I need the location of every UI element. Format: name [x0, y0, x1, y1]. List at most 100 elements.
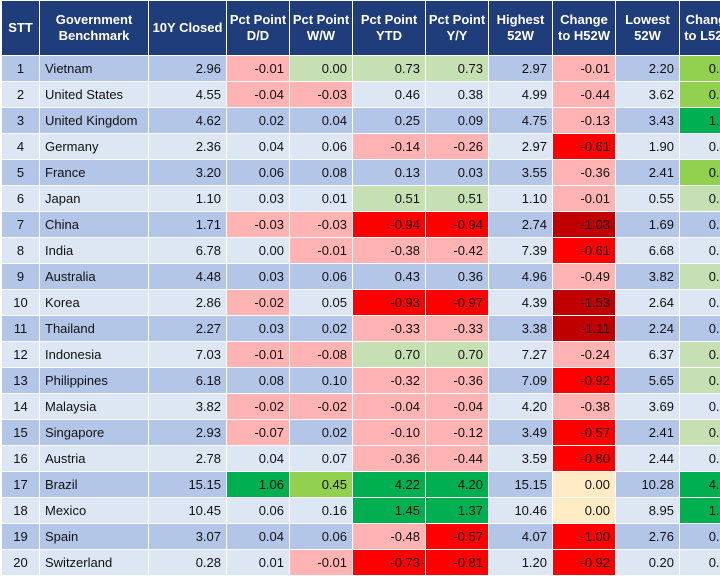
pct-dd-cell: -0.01: [226, 341, 290, 368]
pct-ytd-cell: 0.73: [352, 55, 426, 82]
header-pct-dd: Pct Point D/D: [226, 0, 290, 56]
benchmark-cell: Malaysia: [39, 393, 149, 420]
stt-cell: 16: [1, 445, 40, 472]
pct-ytd-cell: -0.48: [352, 523, 426, 550]
change-l52w-cell: 0.77: [679, 55, 720, 82]
highest-52w-cell: 4.07: [488, 523, 553, 550]
lowest-52w-cell: 3.62: [615, 81, 680, 108]
change-h52w-cell: -0.92: [552, 549, 616, 576]
change-h52w-cell: 0.00: [552, 497, 616, 524]
stt-cell: 10: [1, 289, 40, 316]
pct-ytd-cell: -0.14: [352, 133, 426, 160]
header-row: STT Government Benchmark 10Y Closed Pct …: [1, 0, 720, 56]
pct-ytd-cell: -0.32: [352, 367, 426, 394]
pct-yy-cell: -0.04: [425, 393, 489, 420]
closed-cell: 0.28: [148, 549, 227, 576]
stt-cell: 11: [1, 315, 40, 342]
closed-cell: 3.07: [148, 523, 227, 550]
benchmark-cell: Austria: [39, 445, 149, 472]
lowest-52w-cell: 3.69: [615, 393, 680, 420]
stt-cell: 15: [1, 419, 40, 446]
pct-dd-cell: 0.08: [226, 367, 290, 394]
pct-yy-cell: 1.37: [425, 497, 489, 524]
closed-cell: 6.18: [148, 367, 227, 394]
pct-ytd-cell: -0.73: [352, 549, 426, 576]
change-l52w-cell: 0.02: [679, 211, 720, 238]
stt-cell: 1: [1, 55, 40, 82]
benchmark-cell: Singapore: [39, 419, 149, 446]
pct-yy-cell: -0.97: [425, 289, 489, 316]
highest-52w-cell: 2.97: [488, 133, 553, 160]
highest-52w-cell: 7.27: [488, 341, 553, 368]
benchmark-cell: Mexico: [39, 497, 149, 524]
benchmark-cell: France: [39, 159, 149, 186]
pct-dd-cell: -0.04: [226, 81, 290, 108]
highest-52w-cell: 10.46: [488, 497, 553, 524]
pct-dd-cell: -0.02: [226, 393, 290, 420]
stt-cell: 14: [1, 393, 40, 420]
closed-cell: 7.03: [148, 341, 227, 368]
lowest-52w-cell: 10.28: [615, 471, 680, 498]
pct-yy-cell: -0.57: [425, 523, 489, 550]
pct-ytd-cell: 0.46: [352, 81, 426, 108]
highest-52w-cell: 3.38: [488, 315, 553, 342]
pct-ww-cell: 0.06: [289, 133, 353, 160]
pct-dd-cell: 0.04: [226, 445, 290, 472]
header-10y-closed: 10Y Closed: [148, 0, 227, 56]
change-l52w-cell: 0.54: [679, 185, 720, 212]
change-h52w-cell: -0.80: [552, 445, 616, 472]
change-l52w-cell: 0.92: [679, 81, 720, 108]
benchmark-cell: India: [39, 237, 149, 264]
pct-yy-cell: -0.26: [425, 133, 489, 160]
lowest-52w-cell: 0.55: [615, 185, 680, 212]
pct-dd-cell: 0.01: [226, 549, 290, 576]
change-l52w-cell: 0.34: [679, 445, 720, 472]
pct-ytd-cell: -0.10: [352, 419, 426, 446]
pct-yy-cell: 0.70: [425, 341, 489, 368]
change-l52w-cell: 0.10: [679, 237, 720, 264]
change-l52w-cell: 0.66: [679, 263, 720, 290]
pct-ww-cell: -0.02: [289, 393, 353, 420]
change-h52w-cell: -0.38: [552, 393, 616, 420]
pct-ww-cell: 0.08: [289, 159, 353, 186]
stt-cell: 17: [1, 471, 40, 498]
pct-ww-cell: 0.06: [289, 263, 353, 290]
change-l52w-cell: 0.52: [679, 367, 720, 394]
pct-yy-cell: -0.94: [425, 211, 489, 238]
closed-cell: 2.36: [148, 133, 227, 160]
pct-dd-cell: 0.06: [226, 497, 290, 524]
pct-ytd-cell: -0.93: [352, 289, 426, 316]
highest-52w-cell: 4.20: [488, 393, 553, 420]
change-l52w-cell: 0.31: [679, 523, 720, 550]
closed-cell: 4.55: [148, 81, 227, 108]
pct-ww-cell: -0.01: [289, 237, 353, 264]
change-l52w-cell: 0.52: [679, 419, 720, 446]
pct-ytd-cell: -0.36: [352, 445, 426, 472]
pct-dd-cell: 0.03: [226, 185, 290, 212]
table-row: 20 Switzerland 0.28 0.01 -0.01 -0.73 -0.81 1.20…: [1, 549, 720, 576]
closed-cell: 2.27: [148, 315, 227, 342]
pct-ww-cell: 0.01: [289, 185, 353, 212]
lowest-52w-cell: 2.44: [615, 445, 680, 472]
pct-ww-cell: 0.00: [289, 55, 353, 82]
pct-yy-cell: -0.81: [425, 549, 489, 576]
pct-dd-cell: 1.06: [226, 471, 290, 498]
table-row: 7 China 1.71 -0.03 -0.03 -0.94 -0.94 2.74 -1.03 1…: [1, 211, 720, 238]
pct-yy-cell: -0.42: [425, 237, 489, 264]
pct-ytd-cell: 0.13: [352, 159, 426, 186]
benchmark-cell: Switzerland: [39, 549, 149, 576]
change-l52w-cell: 0.46: [679, 133, 720, 160]
header-lowest-52w: Lowest 52W: [615, 0, 680, 56]
table-row: 9 Australia 4.48 0.03 0.06 0.43 0.36 4.96 -0.49 3…: [1, 263, 720, 290]
change-l52w-cell: 1.50: [679, 497, 720, 524]
lowest-52w-cell: 2.41: [615, 159, 680, 186]
closed-cell: 2.96: [148, 55, 227, 82]
pct-dd-cell: -0.03: [226, 211, 290, 238]
benchmark-cell: Vietnam: [39, 55, 149, 82]
pct-ytd-cell: 0.25: [352, 107, 426, 134]
closed-cell: 15.15: [148, 471, 227, 498]
highest-52w-cell: 4.96: [488, 263, 553, 290]
header-change-l52w: Change to L52W: [679, 0, 720, 56]
benchmark-cell: Australia: [39, 263, 149, 290]
